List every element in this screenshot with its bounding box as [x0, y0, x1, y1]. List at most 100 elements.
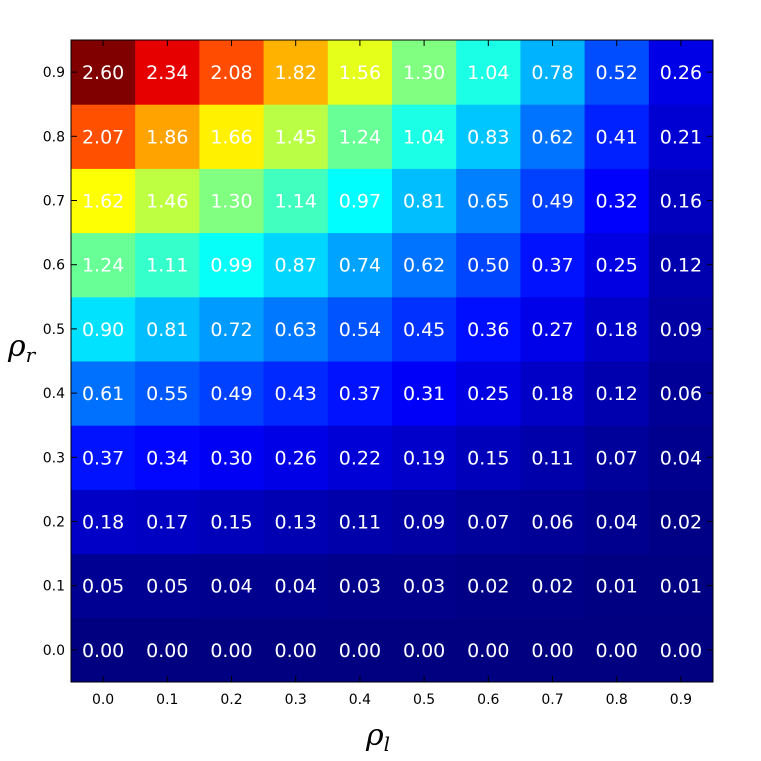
cell-value-label: 0.62 [531, 126, 573, 148]
cell-value-label: 0.03 [339, 576, 381, 598]
cell-value-label: 0.06 [660, 383, 702, 405]
cell-value-label: 0.02 [467, 576, 509, 598]
cell-value-label: 0.15 [467, 447, 509, 469]
cell-value-label: 0.04 [210, 576, 252, 598]
x-tick-label: 0.3 [285, 692, 307, 708]
cell-value-label: 0.00 [82, 640, 124, 662]
heatmap-cell [520, 296, 586, 362]
cell-value-label: 0.00 [146, 640, 188, 662]
x-axis-label: ρl [365, 718, 390, 756]
heatmap-cell [520, 40, 586, 105]
cell-value-label: 0.83 [467, 126, 509, 148]
x-tick-label: 0.8 [606, 692, 628, 708]
y-axis-label: ρr [7, 329, 37, 367]
x-tick-label: 0.6 [477, 692, 499, 708]
heatmap-cell [135, 296, 200, 362]
x-tick-label: 0.4 [349, 692, 371, 708]
cell-value-label: 0.00 [596, 640, 638, 662]
heatmap-cell [584, 617, 650, 683]
cell-value-label: 1.30 [210, 191, 252, 213]
cell-value-label: 1.82 [275, 62, 317, 84]
tick-marks [71, 40, 713, 682]
heatmap-cell [584, 296, 650, 362]
heatmap-cell [199, 232, 265, 298]
cell-value-label: 1.24 [339, 126, 381, 148]
heatmap-cell [199, 104, 265, 169]
cell-value-label: 0.25 [467, 383, 509, 405]
heatmap-cell [327, 40, 393, 105]
cell-value-label: 0.27 [531, 319, 573, 341]
heatmap-cell [135, 168, 200, 234]
y-tick-label: 0.1 [43, 579, 65, 595]
cell-value-label: 0.02 [531, 576, 573, 598]
heatmap-cell [263, 296, 329, 362]
heatmap-cell [71, 361, 136, 426]
heatmap-cell [520, 553, 586, 619]
cell-value-label: 0.01 [596, 576, 638, 598]
heatmap-cell [71, 296, 136, 362]
cell-value-label: 2.07 [82, 126, 124, 148]
cell-value-label: 2.34 [146, 62, 188, 84]
heatmap-cell [392, 361, 457, 426]
heatmap-cell [263, 553, 329, 619]
cell-value-label: 0.30 [210, 447, 252, 469]
heatmap-cell [135, 489, 200, 555]
heatmap-cell [263, 168, 329, 234]
y-tick-label: 0.8 [43, 129, 65, 145]
heatmap-cell [392, 104, 457, 169]
cell-value-label: 0.00 [660, 640, 702, 662]
cell-value-label: 0.45 [403, 319, 445, 341]
heatmap-cell [456, 361, 521, 426]
cell-value-label: 1.86 [146, 126, 188, 148]
cell-value-label: 0.50 [467, 255, 509, 277]
cell-value-label: 0.32 [596, 191, 638, 213]
heatmap-cell [263, 104, 329, 169]
heatmap-cell [199, 168, 265, 234]
cell-value-label: 0.25 [596, 255, 638, 277]
heatmap-cell [263, 361, 329, 426]
cell-value-label: 0.63 [275, 319, 317, 341]
cell-value-label: 0.81 [403, 191, 445, 213]
cell-value-label: 0.31 [403, 383, 445, 405]
heatmap-cell [584, 425, 650, 490]
heatmap-cell [199, 489, 265, 555]
heatmap-cell [199, 425, 265, 490]
heatmap-cell [520, 425, 586, 490]
cell-value-label: 0.81 [146, 319, 188, 341]
heatmap-cell [327, 489, 393, 555]
cell-value-label: 0.61 [82, 383, 124, 405]
heatmap-cell [327, 104, 393, 169]
cell-value-label: 0.05 [146, 576, 188, 598]
heatmap-cell [584, 489, 650, 555]
heatmap-cell [520, 489, 586, 555]
cell-value-label: 0.00 [467, 640, 509, 662]
heatmap-cell [456, 617, 521, 683]
y-tick-label: 0.0 [43, 643, 65, 659]
heatmap-cell [327, 232, 393, 298]
cell-value-label: 0.21 [660, 126, 702, 148]
heatmap-cell [584, 104, 650, 169]
y-axis-label-sub: r [26, 343, 37, 367]
heatmap-cell [392, 232, 457, 298]
heatmap-cell [135, 425, 200, 490]
heatmap-cell [327, 553, 393, 619]
heatmap-cell [648, 617, 714, 683]
cell-value-label: 0.36 [467, 319, 509, 341]
heatmap-cell [263, 425, 329, 490]
cell-value-label: 0.62 [403, 255, 445, 277]
heatmap-cell [648, 425, 714, 490]
y-tick-label: 0.5 [43, 322, 65, 338]
heatmap-cell [456, 489, 521, 555]
heatmap-cell [648, 104, 714, 169]
cell-value-label: 0.43 [275, 383, 317, 405]
cell-value-label: 1.62 [82, 191, 124, 213]
heatmap-cell [648, 489, 714, 555]
heatmap-cell [648, 553, 714, 619]
heatmap-cell [327, 296, 393, 362]
heatmap-cell [263, 40, 329, 105]
heatmap-cell [392, 617, 457, 683]
cell-value-label: 0.04 [660, 447, 702, 469]
heatmap-cell [392, 489, 457, 555]
heatmap-cell [71, 425, 136, 490]
